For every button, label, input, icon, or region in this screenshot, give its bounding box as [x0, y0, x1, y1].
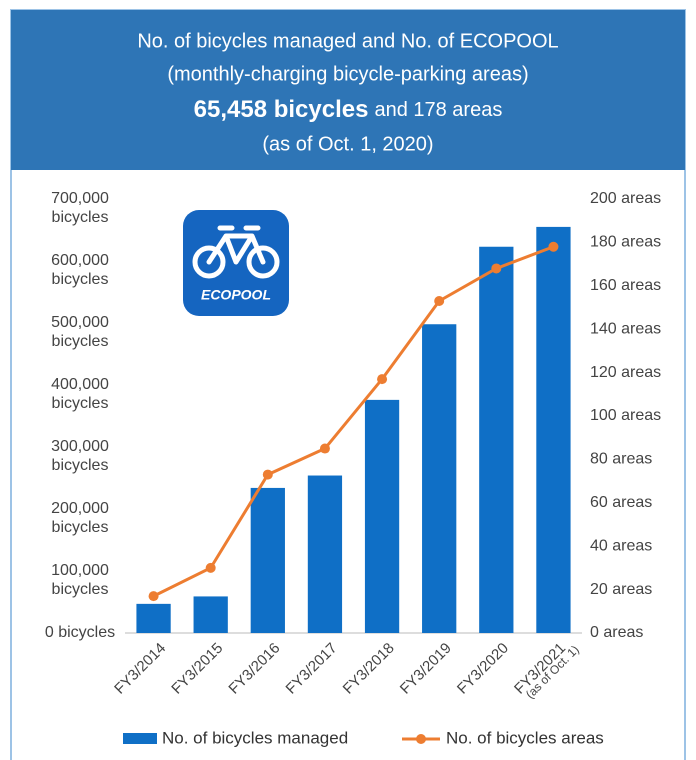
line-point — [491, 263, 502, 274]
bar — [307, 475, 343, 633]
highlight-bold: 65,458 bicycles — [194, 96, 369, 123]
x-tick-label: FY3/2015 — [168, 640, 226, 698]
title-line: No. of bicycles managed and No. of ECOPO… — [137, 30, 558, 52]
logo: ECOPOOL — [183, 210, 289, 316]
x-tick-label: FY3/2016 — [225, 640, 283, 698]
y2-tick-label: 100 areas — [590, 407, 661, 424]
y2-tick-label: 140 areas — [590, 320, 661, 337]
subtitle: (as of Oct. 1, 2020) — [262, 133, 433, 155]
y2-tick-label: 60 areas — [590, 494, 652, 511]
legend-swatch — [123, 733, 157, 744]
x-tick-label: FY3/2017 — [283, 640, 341, 698]
line-point — [434, 295, 445, 306]
title-line: (monthly-charging bicycle-parking areas) — [167, 63, 528, 85]
y-tick-label: 0 bicycles — [44, 624, 116, 641]
y2-tick-label: 120 areas — [590, 364, 661, 381]
y2-tick-label: 200 areas — [590, 190, 661, 207]
y2-tick-label: 0 areas — [590, 624, 643, 641]
header — [11, 10, 685, 170]
y-tick-label: 100,000 bicycles — [51, 562, 109, 598]
x-tick-label: FY3/2018 — [340, 640, 398, 698]
line-point — [148, 591, 159, 602]
y-tick-label: 300,000 bicycles — [51, 438, 109, 474]
bar — [479, 246, 514, 634]
logo-text: ECOPOOL — [201, 287, 271, 303]
y-tick-label: 600,000 bicycles — [51, 252, 109, 288]
legend-label: No. of bicycles managed — [162, 728, 348, 747]
bar — [136, 603, 171, 633]
y2-tick-label: 160 areas — [590, 277, 661, 294]
y2-tick-label: 180 areas — [590, 234, 661, 251]
bar — [364, 399, 400, 633]
y-tick-label: 200,000 bicycles — [51, 500, 109, 536]
line-point — [319, 443, 330, 454]
y2-tick-label: 40 areas — [590, 537, 652, 554]
x-tick-label: FY3/2014 — [111, 640, 169, 698]
y-tick-label: 400,000 bicycles — [51, 376, 109, 412]
y-tick-label: 700,000 bicycles — [51, 190, 109, 226]
bike-icon — [192, 225, 280, 279]
line — [152, 245, 554, 598]
bar — [250, 487, 285, 633]
bar — [422, 324, 457, 633]
legend-swatch — [416, 734, 426, 744]
line-point — [548, 241, 559, 252]
legend-label: No. of bicycles areas — [446, 728, 604, 747]
line-point — [262, 469, 273, 480]
highlight-text: and 178 areas — [374, 99, 502, 121]
y-tick-label: 500,000 bicycles — [51, 314, 109, 350]
line-point — [205, 562, 216, 573]
bar — [193, 596, 228, 633]
bar — [536, 226, 571, 633]
x-tick-label: FY3/2020 — [454, 640, 512, 698]
x-tick-label: FY3/2019 — [397, 640, 455, 698]
y2-tick-label: 20 areas — [590, 581, 652, 598]
line-point — [377, 374, 388, 385]
y2-tick-label: 80 areas — [590, 451, 652, 468]
highlight: 65,458 bicycles and 178 areas — [194, 96, 503, 123]
